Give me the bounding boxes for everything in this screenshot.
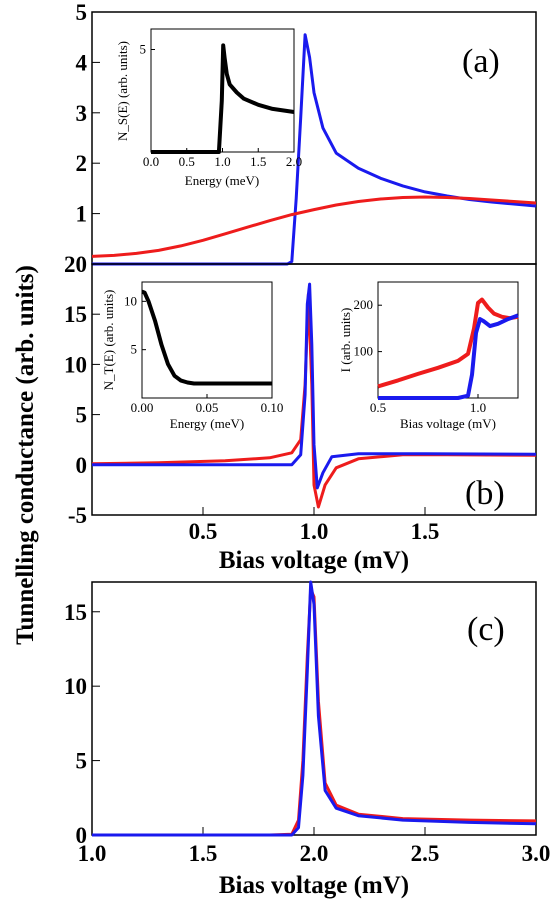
inset-br-ytick-label: 200	[354, 297, 374, 312]
panel-c-xtick-label: 2.0	[300, 841, 329, 866]
panel-a-lines	[91, 33, 537, 266]
panel-a-inset: 0.0 0.5 1.0 1.5 2.0 5 Energy (meV) N_S(E) (ar…	[115, 28, 303, 188]
panel-a-series-red-line	[91, 195, 537, 258]
panel-b-axes: 0.5 1.0 1.5 -5 0 5 10 15 20	[64, 252, 439, 544]
panel-c-xtick-label: 1.5	[189, 841, 218, 866]
panel-c-xtick-label: 1.0	[78, 841, 107, 866]
inset-a-lines	[151, 43, 295, 154]
inset-a-series-black-line	[151, 43, 295, 154]
inset-br-ytick-label: 100	[354, 344, 374, 359]
y-axis-title: Tunnelling conductance (arb. units)	[12, 265, 39, 645]
panel-c-xlabel: Bias voltage (mV)	[219, 872, 409, 899]
panel-b-ytick-label: -5	[68, 503, 87, 528]
panel-b-ytick-label: 0	[76, 453, 88, 478]
panel-a-tag: (a)	[462, 43, 500, 80]
inset-a-xtick-label: 0.0	[143, 154, 159, 169]
panel-a-ytick-label: 3	[76, 101, 88, 126]
inset-a-xtick-label: 2.0	[286, 154, 302, 169]
panel-a-ytick-label: 1	[76, 202, 88, 227]
inset-br-xtick-label: 0.5	[370, 400, 386, 415]
panel-c-ytick-label: 10	[64, 674, 87, 699]
inset-br-xlabel: Bias voltage (mV)	[400, 416, 496, 431]
panel-c-ytick-label: 0	[76, 823, 88, 848]
panel-b-series-blue-line	[92, 282, 537, 490]
inset-bl-ylabel: N_T(E) (arb. units)	[101, 290, 116, 391]
inset-br-xtick-label: 1.0	[470, 400, 486, 415]
panel-b-xlabel: Bias voltage (mV)	[219, 547, 409, 574]
panel-b-lines	[91, 282, 537, 509]
inset-a-ylabel: N_S(E) (arb. units)	[115, 41, 130, 141]
panel-c-tag: (c)	[467, 611, 505, 648]
inset-a-xtick-label: 1.5	[250, 154, 266, 169]
panel-a-axes: 1 2 3 4 5	[76, 0, 100, 227]
inset-a-xlabel: Energy (meV)	[185, 173, 259, 188]
panel-b-ytick-label: 15	[64, 302, 87, 327]
inset-br-series-red-line	[377, 297, 519, 389]
panel-c-series-blue-line	[92, 580, 537, 837]
inset-bl-series-black-line	[141, 289, 272, 386]
panel-b-tag: (b)	[465, 475, 505, 512]
panel-c-xtick-label: 2.5	[411, 841, 440, 866]
inset-bl-ytick-label: 10	[124, 293, 137, 308]
panel-c-lines	[92, 580, 537, 837]
inset-bl-xtick-label: 0.00	[131, 400, 154, 415]
inset-br-ylabel: I (arb. units)	[338, 308, 353, 373]
panel-c: (c) 1.0 1.5 2.0 2.5 3.0 0 5 10 15 Bias voltage (…	[64, 580, 550, 899]
panel-b-xtick-label: 0.5	[189, 519, 218, 544]
inset-bl-xlabel: Energy (meV)	[170, 416, 244, 431]
panel-b-xtick-label: 1.0	[300, 519, 329, 544]
inset-bl-lines	[141, 289, 272, 386]
panel-a: (a) 1 2 3 4 5 0.0 0.5 1.0 1.5 2.0 5 Energy (meV) …	[76, 0, 537, 266]
panel-b-ytick-label: 10	[64, 352, 87, 377]
panel-c-ytick-label: 5	[76, 749, 88, 774]
panel-c-axes: 1.0 1.5 2.0 2.5 3.0 0 5 10 15	[64, 600, 550, 866]
inset-a-xtick-label: 1.0	[214, 154, 230, 169]
panel-c-xtick-label: 3.0	[522, 841, 551, 866]
panel-b-inset-right: 0.5 1.0 100 200 Bias voltage (mV) I (arb. u…	[338, 281, 519, 431]
inset-br-axes: 0.5 1.0 100 200	[354, 297, 487, 415]
panel-b-inset-left: 0.00 0.05 0.10 5 10 Energy (meV) N_T(E) (arb…	[101, 281, 283, 431]
panel-a-ytick-label: 4	[76, 50, 88, 75]
panel-a-ytick-label: 2	[76, 151, 88, 176]
inset-a-xtick-label: 0.5	[179, 154, 195, 169]
panel-c-ytick-label: 15	[64, 600, 87, 625]
inset-bl-axes: 0.00 0.05 0.10 5 10	[124, 293, 283, 415]
panel-b-xtick-label: 1.5	[411, 519, 440, 544]
inset-bl-frame	[141, 281, 273, 399]
panel-a-ytick-label: 5	[76, 0, 88, 25]
panel-b: (b) 0.5 1.0 1.5 -5 0 5 10 15 20 Bias voltage (mV…	[64, 252, 537, 574]
inset-bl-xtick-label: 0.10	[261, 400, 284, 415]
panel-b-ytick-label: 5	[76, 403, 88, 428]
inset-a-axes: 0.0 0.5 1.0 1.5 2.0 5	[140, 42, 303, 170]
inset-br-series-blue-line	[378, 313, 519, 400]
panel-b-ytick-label: 20	[64, 252, 87, 277]
inset-bl-ytick-label: 5	[131, 342, 138, 357]
inset-a-ytick-label: 5	[140, 42, 147, 57]
inset-br-lines	[377, 297, 519, 400]
inset-bl-xtick-label: 0.05	[196, 400, 219, 415]
